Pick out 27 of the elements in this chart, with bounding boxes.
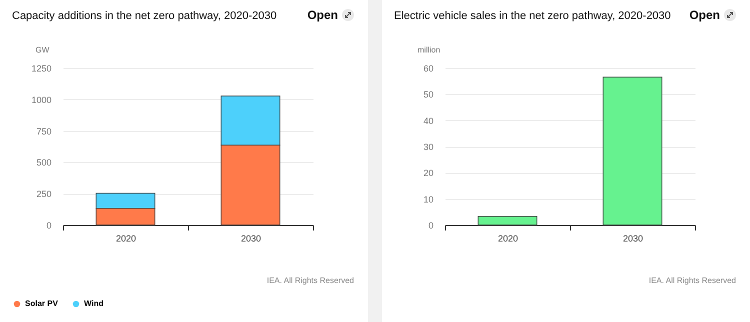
- y-tick-label: 60: [423, 64, 434, 74]
- y-tick-label: 500: [36, 158, 52, 168]
- y-tick-label: 750: [36, 126, 52, 136]
- x-tick-label: 2030: [240, 234, 262, 244]
- text: Open: [689, 8, 720, 22]
- text: Open: [307, 8, 338, 22]
- y-tick-label: 40: [423, 116, 434, 126]
- y-tick-label: 0: [46, 220, 52, 230]
- y-tick-label: 10: [423, 194, 434, 204]
- chart-title: Electric vehicle sales in the net zero pathway, 2020-2030: [394, 10, 671, 22]
- y-tick-label: 50: [423, 90, 434, 100]
- y-tick-label: 20: [423, 168, 434, 178]
- legend-label: Wind: [84, 299, 104, 308]
- x-tick-label: 2030: [622, 234, 644, 244]
- x-tick-label: 2020: [116, 234, 136, 244]
- chart-title: Capacity additions in the net zero pathway, 2020-2030: [12, 10, 277, 22]
- y-tick-label: 250: [36, 189, 52, 200]
- y-tick-label: 1250: [31, 64, 52, 74]
- x-tick-label: 2020: [498, 234, 518, 244]
- y-tick-label: 1000: [31, 94, 52, 105]
- y-tick-label: 30: [423, 142, 434, 152]
- legend-label: Solar PV: [25, 299, 59, 308]
- text: IEA. All Rights Reserved: [266, 276, 354, 285]
- y-axis-title: GW: [36, 46, 50, 54]
- y-axis-title: million: [418, 46, 440, 54]
- y-tick-label: 0: [428, 220, 434, 230]
- text: IEA. All Rights Reserved: [648, 276, 736, 285]
